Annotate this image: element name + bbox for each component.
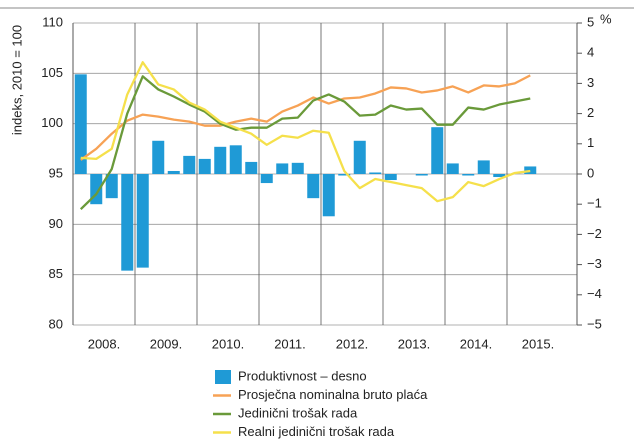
legend-label: Produktivnost – desno [238,368,367,383]
legend-swatch [215,370,231,384]
bar [462,174,475,176]
bar [338,174,351,176]
bar [369,172,382,174]
x-tick-label: 2011. [274,336,306,351]
y2-tick-label: −4 [587,286,602,301]
bar [322,174,335,217]
line [80,74,531,161]
bar [291,162,304,174]
y-axis-label: indeks, 2010 = 100 [9,25,24,135]
x-tick-label: 2009. [150,336,183,351]
bar [276,163,289,174]
bar [524,166,537,174]
y-tick-label: 90 [49,216,63,231]
bar [183,155,196,174]
y2-tick-label: −3 [587,256,602,271]
bar [415,174,428,176]
y-tick-label: 110 [42,14,63,29]
y-tick-label: 80 [49,316,63,331]
y2-tick-label: −5 [587,316,602,331]
legend-label: Prosječna nominalna bruto plaća [238,387,428,402]
y2-tick-label: −1 [587,196,602,211]
y2-axis-label: % [600,11,612,26]
legend-label: Jedinični trošak rada [238,405,358,420]
y-tick-label: 100 [41,115,63,130]
y2-tick-label: 3 [587,75,594,90]
bar [152,140,165,174]
bar [198,158,211,174]
x-tick-label: 2010. [212,336,245,351]
bar [214,146,227,174]
bar [307,174,320,199]
y2-tick-label: 5 [587,14,594,29]
bar [245,161,258,174]
x-tick-label: 2015. [522,336,555,351]
y2-tick-label: 0 [587,165,594,180]
bar [260,174,273,184]
y-tick-label: 105 [41,65,63,80]
y2-tick-label: 2 [587,105,594,120]
line [79,75,531,211]
y2-tick-label: 4 [587,45,594,60]
y2-tick-label: 1 [587,135,594,150]
bar [74,74,87,174]
x-tick-label: 2013. [398,336,431,351]
y-tick-label: 95 [49,165,63,180]
bar [167,170,180,174]
bar [384,174,397,181]
bar [446,163,459,174]
y2-tick-label: −2 [587,226,602,241]
bar [477,160,490,174]
x-tick-label: 2008. [88,336,121,351]
bar [136,174,149,268]
legend-label: Realni jedinični trošak rada [238,424,395,439]
x-tick-label: 2012. [336,336,369,351]
bar [493,174,506,178]
bar [121,174,134,271]
bar [431,127,444,174]
bar [229,145,242,174]
y-tick-label: 85 [49,266,63,281]
x-tick-label: 2014. [460,336,493,351]
bar [105,174,118,199]
line [80,61,531,203]
bar [353,140,366,174]
